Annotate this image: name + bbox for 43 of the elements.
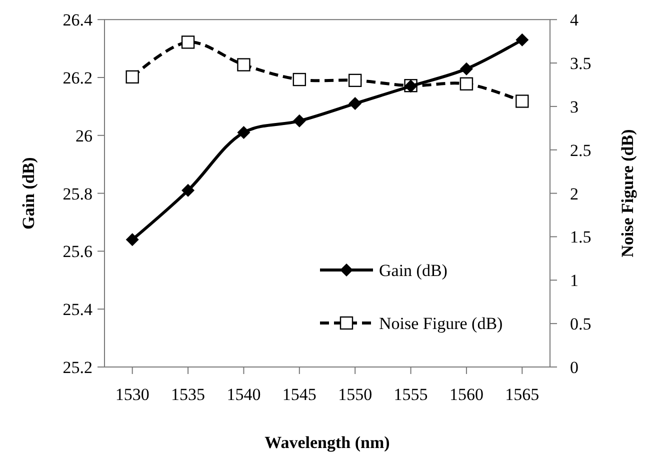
point bbox=[126, 70, 139, 84]
y2-axis-title: Noise Figure (dB) bbox=[618, 129, 637, 258]
y2-tick-label: 2 bbox=[570, 184, 578, 204]
point bbox=[292, 114, 306, 128]
y2-tick-label: 4 bbox=[570, 10, 579, 30]
y-axis-title: Gain (dB) bbox=[19, 157, 38, 230]
legend-label: Noise Figure (dB) bbox=[379, 314, 503, 333]
y-tick-label: 26.2 bbox=[62, 68, 92, 88]
point bbox=[237, 58, 250, 72]
point bbox=[460, 62, 473, 76]
x-tick-label: 1565 bbox=[505, 385, 540, 404]
x-tick-label: 1560 bbox=[449, 385, 484, 404]
legend-label: Gain (dB) bbox=[379, 261, 448, 280]
point bbox=[181, 36, 195, 49]
point bbox=[460, 77, 474, 90]
y-tick-label: 26.4 bbox=[62, 10, 93, 30]
y-tick-label: 26 bbox=[76, 126, 92, 146]
y2-tick-label: 2.5 bbox=[570, 140, 592, 160]
y2-tick-label: 0 bbox=[570, 358, 578, 377]
x-tick-label: 1545 bbox=[282, 385, 316, 404]
x-axis-title: Wavelength (nm) bbox=[264, 433, 390, 452]
y2-tick-label: 3 bbox=[570, 97, 578, 116]
x-tick-label: 1535 bbox=[171, 385, 206, 404]
x-tick-label: 1540 bbox=[226, 385, 261, 404]
point bbox=[126, 233, 139, 246]
x-tick-label: 1530 bbox=[115, 385, 150, 404]
y2-tick-label: 3.5 bbox=[570, 54, 592, 74]
point bbox=[292, 72, 306, 86]
y-tick-label: 25.2 bbox=[62, 358, 92, 377]
x-tick-label: 1550 bbox=[338, 385, 372, 404]
point bbox=[516, 33, 529, 46]
point bbox=[348, 97, 362, 110]
x-tick-label: 1555 bbox=[394, 385, 428, 404]
y-tick-label: 25.4 bbox=[62, 300, 93, 320]
y2-tick-label: 1 bbox=[570, 271, 578, 290]
y-tick-label: 25.8 bbox=[62, 184, 92, 204]
point bbox=[348, 74, 362, 87]
point bbox=[237, 126, 250, 140]
point bbox=[516, 94, 529, 108]
point bbox=[182, 184, 195, 197]
y-tick-label: 25.6 bbox=[62, 242, 92, 262]
y2-tick-label: 1.5 bbox=[570, 228, 592, 247]
y2-tick-label: 0.5 bbox=[570, 314, 592, 334]
